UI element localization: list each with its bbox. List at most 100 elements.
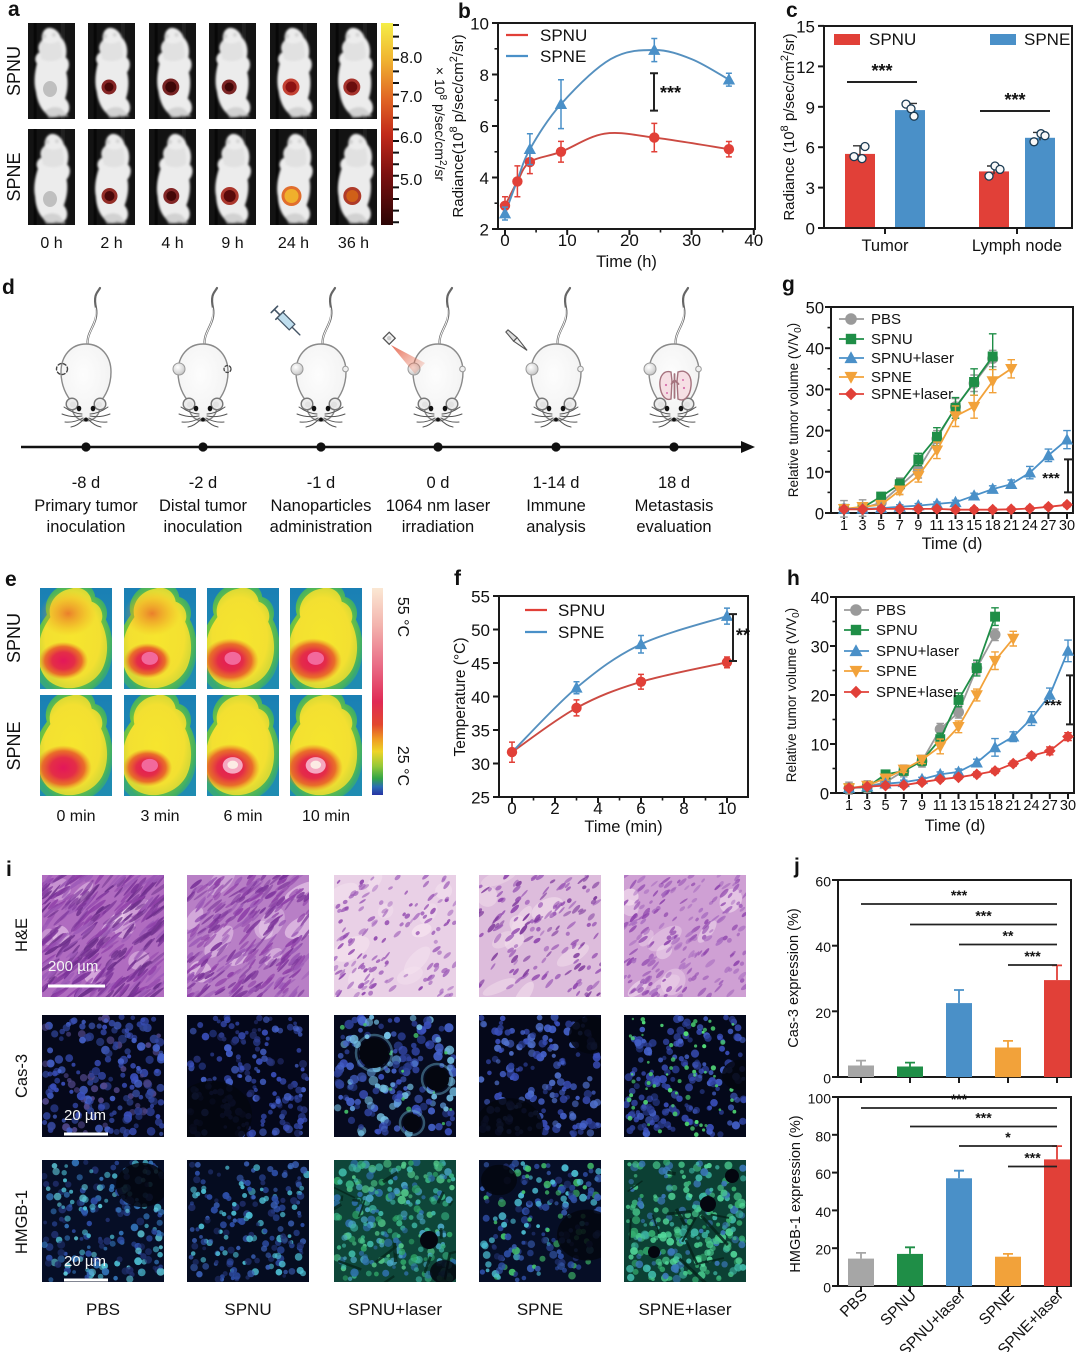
- svg-text:4 h: 4 h: [161, 235, 183, 252]
- svg-text:40: 40: [744, 231, 763, 250]
- svg-text:9: 9: [806, 98, 815, 117]
- svg-text:SPNE: SPNE: [1024, 30, 1070, 49]
- svg-text:8: 8: [480, 66, 489, 85]
- svg-text:SPNE+laser: SPNE+laser: [638, 1300, 731, 1319]
- svg-text:***: ***: [660, 83, 681, 103]
- svg-text:***: ***: [1044, 697, 1062, 714]
- svg-text:20: 20: [815, 1242, 831, 1258]
- svg-text:SPNU: SPNU: [4, 46, 24, 96]
- svg-text:11: 11: [929, 518, 944, 534]
- svg-text:9: 9: [914, 518, 922, 534]
- svg-text:60: 60: [815, 1166, 831, 1182]
- svg-text:100: 100: [808, 1091, 832, 1107]
- svg-text:**: **: [736, 626, 750, 646]
- svg-text:Tumor: Tumor: [861, 237, 909, 255]
- svg-text:7: 7: [900, 798, 908, 814]
- svg-text:**: **: [1003, 928, 1014, 944]
- svg-text:Radiance (108 p/sec/cm2/sr): Radiance (108 p/sec/cm2/sr): [779, 33, 798, 220]
- svg-text:SPNE: SPNE: [4, 152, 24, 201]
- svg-text:***: ***: [1024, 1150, 1041, 1166]
- svg-text:irradiation: irradiation: [402, 518, 474, 536]
- svg-text:-1 d: -1 d: [307, 474, 335, 492]
- svg-text:Metastasis: Metastasis: [635, 497, 714, 515]
- svg-text:6: 6: [806, 139, 815, 158]
- svg-text:80: 80: [815, 1128, 831, 1144]
- svg-text:SPNU+laser: SPNU+laser: [348, 1300, 442, 1319]
- svg-text:12: 12: [796, 58, 815, 77]
- svg-text:Cas-3: Cas-3: [13, 1054, 31, 1098]
- svg-text:i: i: [6, 858, 12, 881]
- svg-text:g: g: [782, 273, 795, 296]
- svg-text:24: 24: [1023, 798, 1039, 814]
- svg-text:Time (h): Time (h): [596, 253, 657, 271]
- svg-text:*: *: [1005, 1129, 1011, 1145]
- svg-text:***: ***: [951, 887, 968, 903]
- svg-text:8.0: 8.0: [400, 50, 422, 67]
- svg-text:Distal tumor: Distal tumor: [159, 497, 248, 515]
- svg-text:30: 30: [471, 755, 490, 774]
- svg-text:0 min: 0 min: [56, 808, 95, 825]
- svg-text:20 µm: 20 µm: [64, 1253, 106, 1270]
- svg-text:b: b: [458, 0, 471, 23]
- svg-text:10 min: 10 min: [302, 808, 350, 825]
- svg-text:45: 45: [471, 655, 490, 674]
- svg-text:4: 4: [480, 169, 489, 188]
- svg-text:0: 0: [823, 1071, 831, 1087]
- svg-text:inoculation: inoculation: [47, 518, 126, 536]
- svg-text:6 min: 6 min: [223, 808, 262, 825]
- svg-text:20: 20: [815, 1005, 831, 1021]
- svg-text:0: 0: [823, 1280, 831, 1296]
- svg-text:***: ***: [975, 1110, 992, 1126]
- svg-text:0: 0: [815, 506, 824, 524]
- svg-text:10: 10: [718, 799, 737, 818]
- svg-text:0: 0: [507, 799, 516, 818]
- svg-text:1: 1: [840, 518, 848, 534]
- svg-text:0: 0: [500, 231, 509, 250]
- svg-text:Nanoparticles: Nanoparticles: [271, 497, 372, 515]
- svg-text:27: 27: [1042, 798, 1058, 814]
- svg-text:***: ***: [1024, 948, 1041, 964]
- svg-text:PBS: PBS: [871, 311, 901, 328]
- svg-text:18 d: 18 d: [658, 474, 690, 492]
- svg-text:4: 4: [593, 799, 602, 818]
- svg-text:21: 21: [1005, 798, 1021, 814]
- svg-text:-8 d: -8 d: [72, 474, 100, 492]
- svg-text:200 µm: 200 µm: [48, 958, 98, 975]
- svg-text:3 min: 3 min: [140, 808, 179, 825]
- svg-text:30: 30: [682, 231, 701, 250]
- svg-text:9: 9: [918, 798, 926, 814]
- svg-text:analysis: analysis: [526, 518, 586, 536]
- svg-text:f: f: [454, 567, 462, 590]
- svg-text:7.0: 7.0: [400, 89, 422, 106]
- svg-text:SPNU+laser: SPNU+laser: [871, 350, 954, 367]
- svg-text:PBS: PBS: [876, 602, 906, 619]
- svg-text:50: 50: [806, 300, 824, 318]
- svg-text:30: 30: [811, 639, 829, 657]
- svg-text:Cas-3 expression (%): Cas-3 expression (%): [786, 908, 802, 1047]
- svg-text:1: 1: [845, 798, 853, 814]
- svg-text:evaluation: evaluation: [636, 518, 711, 536]
- svg-text:PBS: PBS: [86, 1300, 120, 1319]
- svg-text:d: d: [2, 276, 15, 299]
- svg-text:SPNU: SPNU: [869, 30, 916, 49]
- svg-text:SPNU: SPNU: [224, 1300, 271, 1319]
- svg-text:SPNE+laser: SPNE+laser: [876, 684, 958, 701]
- svg-text:40: 40: [815, 1204, 831, 1220]
- svg-text:11: 11: [933, 798, 948, 814]
- svg-text:h: h: [787, 567, 800, 590]
- svg-text:Relative tumor volume (V/V0): Relative tumor volume (V/V0): [783, 608, 802, 782]
- svg-text:Immune: Immune: [526, 497, 586, 515]
- svg-text:***: ***: [975, 908, 992, 924]
- svg-text:3: 3: [863, 798, 871, 814]
- svg-text:SPNU: SPNU: [540, 26, 587, 45]
- svg-text:HMGB-1: HMGB-1: [13, 1190, 31, 1254]
- svg-text:Temperature (°C): Temperature (°C): [452, 637, 469, 756]
- svg-text:60: 60: [815, 874, 831, 890]
- svg-text:0: 0: [806, 220, 815, 239]
- svg-text:1064 nm laser: 1064 nm laser: [386, 497, 491, 515]
- svg-text:36 h: 36 h: [338, 235, 369, 252]
- svg-text:5: 5: [877, 518, 885, 534]
- svg-text:13: 13: [947, 518, 963, 534]
- svg-text:3: 3: [859, 518, 867, 534]
- svg-text:0 h: 0 h: [40, 235, 62, 252]
